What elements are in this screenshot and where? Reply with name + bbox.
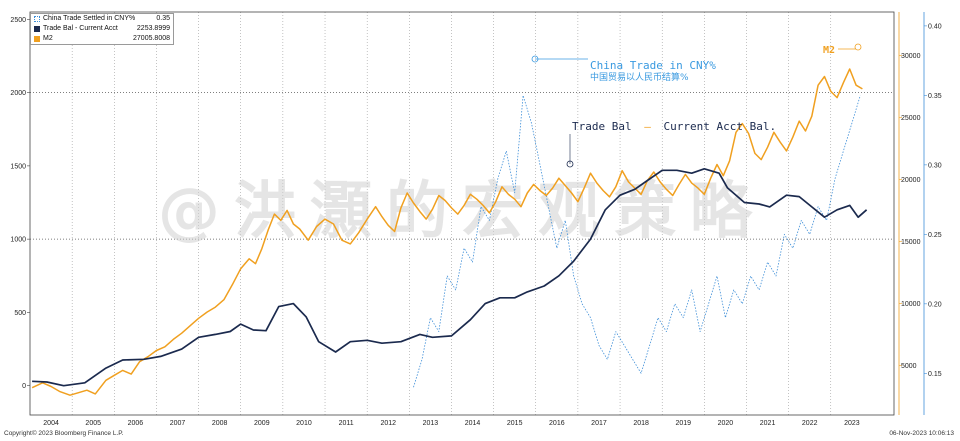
legend-label: M2 (43, 35, 53, 42)
legend-swatch-cny-share (34, 16, 40, 22)
x-axis-tick-label: 2017 (591, 420, 607, 427)
legend-item-m2: M2 27005.8008 (34, 34, 170, 44)
legend-label: China Trade Settled in CNY% (43, 15, 136, 22)
x-axis-tick-label: 2019 (675, 420, 691, 427)
timestamp-footer: 06-Nov-2023 10:06:13 (889, 430, 954, 437)
right-axis-m2-tick-label: 20000 (901, 177, 921, 184)
plot-background (30, 12, 894, 415)
x-axis-tick-label: 2005 (85, 420, 101, 427)
cny-annotation-line2: 中国贸易以人民币结算% (590, 71, 689, 83)
legend-swatch-m2 (34, 36, 40, 42)
x-axis-tick-label: 2013 (423, 420, 439, 427)
series-line-trade-bal-current-acct (32, 167, 868, 387)
x-axis-tick-label: 2018 (633, 420, 649, 427)
cny-annotation-marker (531, 55, 539, 63)
right-axis-cny-tick-label: 0.35 (928, 93, 942, 100)
x-axis-tick-label: 2008 (212, 420, 228, 427)
left-axis-tick-label: 1500 (10, 163, 26, 170)
trade-bal-annotation-part1: Trade Bal (572, 120, 632, 133)
right-axis-m2-tick-label: 10000 (901, 301, 921, 308)
legend-swatch-trade-bal (34, 26, 40, 32)
right-axis-cny-tick-label: 0.40 (928, 23, 942, 30)
x-axis-tick-label: 2022 (802, 420, 818, 427)
x-axis-tick-label: 2015 (507, 420, 523, 427)
annotations: China Trade in CNY% 中国贸易以人民币结算% Trade Ba… (531, 43, 862, 168)
x-axis-tick-label: 2006 (128, 420, 144, 427)
x-axis-tick-label: 2021 (760, 420, 776, 427)
right-axis-m2-tick-label: 5000 (901, 363, 917, 370)
x-axis-tick-label: 2004 (43, 420, 59, 427)
right-axis-m2-tick-label: 30000 (901, 53, 921, 60)
legend-value: 2253.8999 (136, 25, 170, 32)
legend-item-cny-share: China Trade Settled in CNY% 0.35 (34, 14, 170, 24)
right-axis-cny-tick-label: 0.15 (928, 371, 942, 378)
left-axis-tick-label: 1000 (10, 237, 26, 244)
m2-annotation-marker (854, 43, 862, 51)
x-axis-tick-label: 2020 (718, 420, 734, 427)
x-axis-tick-label: 2014 (465, 420, 481, 427)
watermark: @洪灝的宏观策略 (158, 174, 766, 247)
cny-annotation-line1: China Trade in CNY% (590, 59, 716, 72)
legend: China Trade Settled in CNY% 0.35 Trade B… (30, 13, 174, 45)
x-axis-tick-label: 2007 (170, 420, 186, 427)
trade-bal-annotation-part2: Current Acct Bal. (663, 120, 776, 133)
x-axis-tick-label: 2010 (296, 420, 312, 427)
copyright-footer: Copyright© 2023 Bloomberg Finance L.P. (4, 430, 124, 437)
x-axis-tick-label: 2012 (380, 420, 396, 427)
x-axis-tick-label: 2016 (549, 420, 565, 427)
right-axis-cny-tick-label: 0.25 (928, 232, 942, 239)
m2-annotation: M2 (823, 45, 835, 56)
x-axis-tick-label: 2011 (339, 420, 354, 427)
right-axis-m2-tick-label: 15000 (901, 239, 921, 246)
right-axis-cny-tick-label: 0.20 (928, 301, 942, 308)
x-axis-tick-label: 2009 (254, 420, 270, 427)
left-axis-tick-label: 0 (22, 383, 26, 390)
left-axis-tick-label: 2500 (10, 17, 26, 24)
left-axis-tick-label: 2000 (10, 90, 26, 97)
x-axis-tick-label: 2023 (844, 420, 860, 427)
plot-frame (29, 11, 895, 416)
right-axis-m2-tick-label: 25000 (901, 115, 921, 122)
legend-value: 0.35 (156, 15, 170, 22)
series-layer (31, 68, 868, 396)
trade-bal-annotation-dash: – (644, 120, 651, 133)
left-axis-tick-label: 500 (14, 310, 26, 317)
legend-item-trade-bal: Trade Bal - Current Acct 2253.8999 (34, 24, 170, 34)
axes: 0 500 1000 1500 2000 2500 5000 10000 15000 20000 2… (10, 11, 942, 427)
trade-bal-annotation: Trade Bal – Current Acct Bal. (572, 120, 776, 133)
legend-value: 27005.8008 (133, 35, 170, 42)
legend-label: Trade Bal - Current Acct (43, 25, 118, 32)
series-line-china-trade-settled-in-cny (413, 95, 861, 388)
series-line-m2 (31, 68, 863, 396)
right-axis-cny-tick-label: 0.30 (928, 162, 942, 169)
